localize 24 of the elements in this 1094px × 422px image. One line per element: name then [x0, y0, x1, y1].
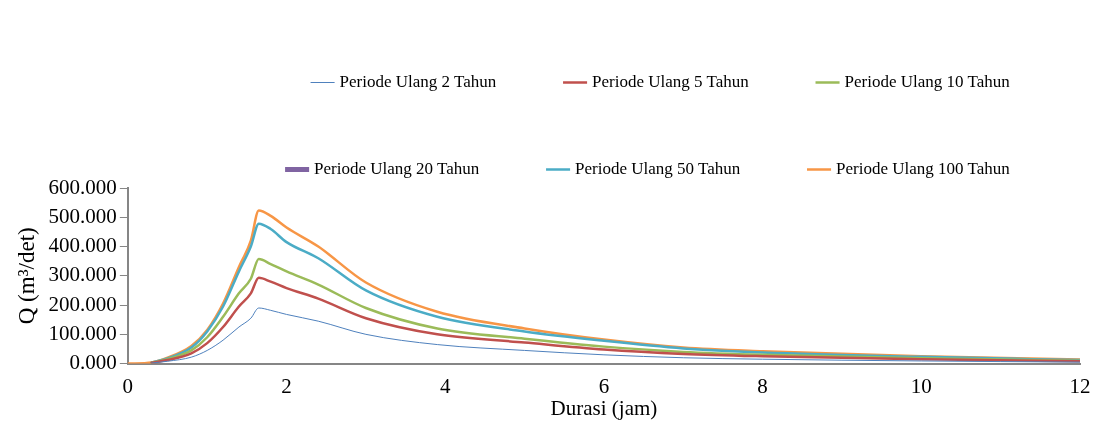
x-tick-label: 4 — [439, 373, 451, 398]
y-tick-label: 400.000 — [48, 233, 117, 258]
y-tick-label: 200.000 — [48, 291, 117, 316]
legend-label: Periode Ulang 20 Tahun — [314, 158, 480, 178]
x-tick-label: 8 — [757, 373, 768, 398]
legend-label: Periode Ulang 5 Tahun — [592, 71, 750, 91]
x-tick-label: 10 — [910, 373, 932, 398]
y-tick-label: 300.000 — [48, 262, 117, 287]
y-tick-label: 100.000 — [48, 320, 117, 345]
line-series — [150, 276, 1080, 364]
y-tick-label: 600.000 — [48, 174, 117, 199]
x-tick-label: 12 — [1069, 373, 1091, 398]
y-axis-title: Q (m³/det) — [13, 227, 39, 325]
y-tick-label: 500.000 — [48, 203, 117, 228]
x-tick-label: 2 — [281, 373, 292, 398]
x-tick-label: 0 — [122, 373, 134, 398]
x-tick-label: 6 — [598, 373, 610, 398]
legend-label: Periode Ulang 50 Tahun — [575, 158, 741, 178]
legend-label: Periode Ulang 2 Tahun — [339, 71, 497, 91]
legend-label: Periode Ulang 100 Tahun — [836, 158, 1011, 178]
y-tick-label: 0.000 — [69, 350, 117, 375]
line-series — [151, 307, 1080, 364]
x-axis-title: Durasi (jam) — [550, 395, 658, 420]
legend-label: Periode Ulang 10 Tahun — [844, 71, 1011, 91]
